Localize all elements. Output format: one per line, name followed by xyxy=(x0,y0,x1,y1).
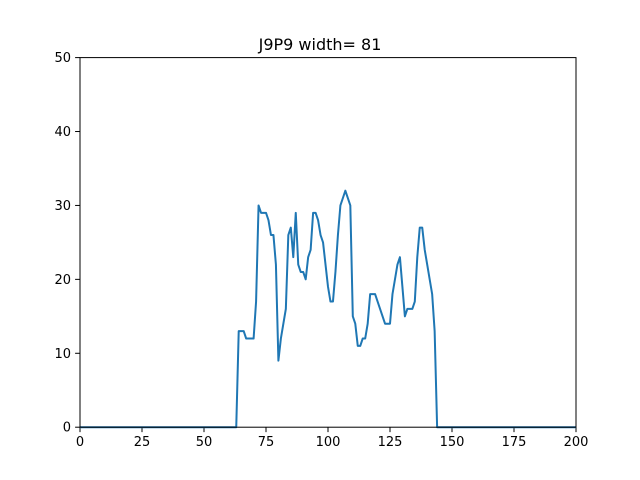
y-tick-label: 10 xyxy=(54,347,71,362)
plot-frame xyxy=(79,57,577,428)
x-tick-label: 25 xyxy=(134,435,151,450)
x-tick-label: 50 xyxy=(196,435,213,450)
y-tick-label: 50 xyxy=(54,51,71,66)
chart-title: J9P9 width= 81 xyxy=(258,35,382,54)
x-tick-label: 175 xyxy=(502,435,527,450)
x-tick-label: 75 xyxy=(258,435,275,450)
series-line xyxy=(80,189,576,429)
x-tick-label: 0 xyxy=(76,435,84,450)
x-tick-label: 150 xyxy=(440,435,465,450)
x-tick-label: 200 xyxy=(564,435,589,450)
y-tick-label: 30 xyxy=(54,199,71,214)
x-tick-label: 100 xyxy=(316,435,341,450)
x-tick-label: 125 xyxy=(378,435,403,450)
y-tick-label: 0 xyxy=(63,421,71,436)
y-tick-label: 20 xyxy=(54,273,71,288)
x-axis: 0 25 50 75 100 125 150 175 200 xyxy=(76,427,589,450)
y-tick-label: 40 xyxy=(54,125,71,140)
y-axis: 0 10 20 30 40 50 xyxy=(54,51,80,436)
